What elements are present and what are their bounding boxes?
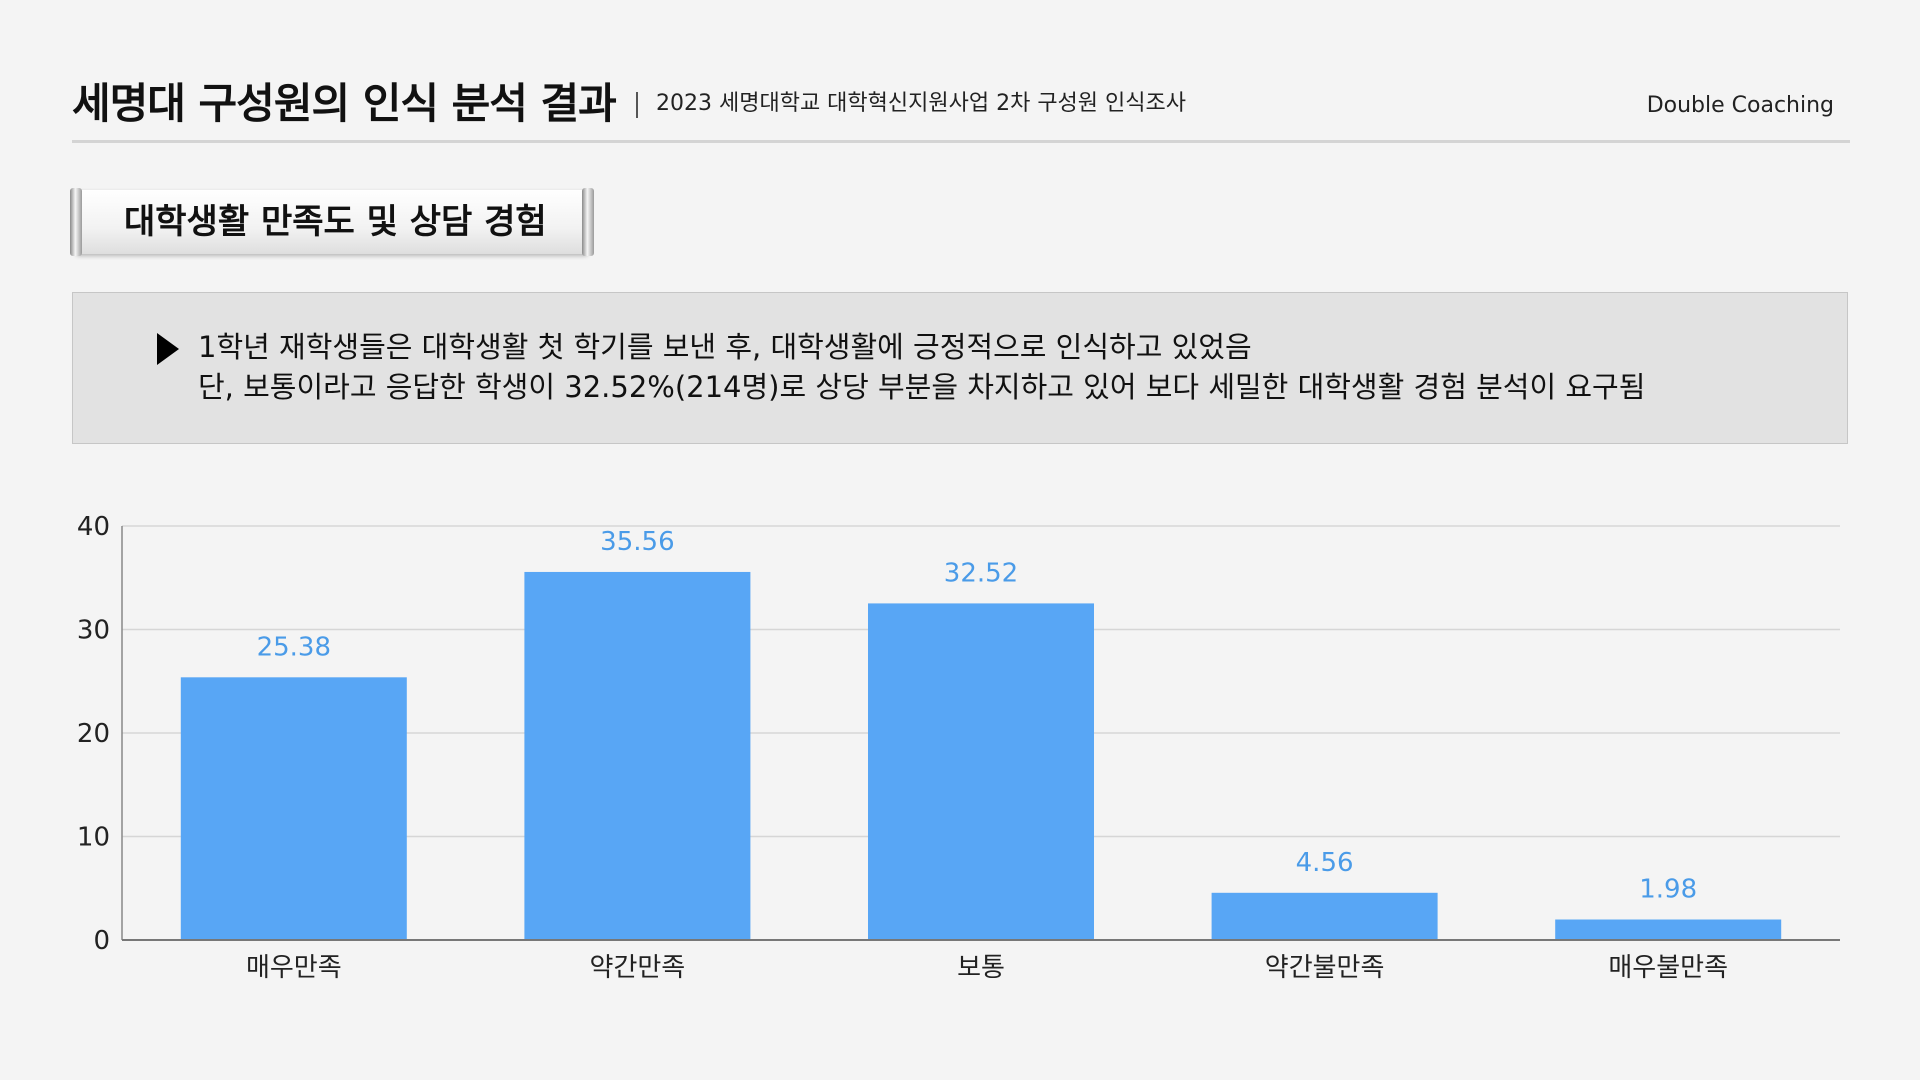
bar-value-label: 35.56 bbox=[600, 527, 674, 557]
title-separator bbox=[636, 92, 638, 118]
bar-chart: 0 10 20 30 40 25.38 35.56 32.52 4.56 1.98 매우만족 약간… bbox=[77, 512, 1840, 983]
summary-note-text: 1학년 재학생들은 대학생활 첫 학기를 보낸 후, 대학생활에 긍정적으로 인… bbox=[198, 327, 1645, 407]
page-title: 세명대 구성원의 인식 분석 결과 bbox=[72, 79, 617, 128]
y-tick-label: 20 bbox=[77, 719, 110, 749]
x-tick-label: 약간만족 bbox=[590, 953, 686, 983]
bar bbox=[180, 677, 407, 940]
bar bbox=[1211, 892, 1438, 940]
chart-bars bbox=[180, 571, 1782, 940]
bar-value-label: 32.52 bbox=[944, 558, 1018, 588]
bar-value-label: 1.98 bbox=[1639, 875, 1697, 905]
summary-note-box: 1학년 재학생들은 대학생활 첫 학기를 보낸 후, 대학생활에 긍정적으로 인… bbox=[72, 292, 1848, 444]
bar bbox=[868, 603, 1094, 940]
x-tick-label: 매우불만족 bbox=[1608, 953, 1728, 983]
y-axis-ticks: 0 10 20 30 40 bbox=[77, 512, 110, 956]
y-tick-label: 10 bbox=[77, 823, 110, 853]
y-tick-label: 30 bbox=[77, 616, 110, 646]
y-tick-label: 0 bbox=[93, 926, 110, 956]
slide-header: 세명대 구성원의 인식 분석 결과 2023 세명대학교 대학혁신지원사업 2차… bbox=[72, 78, 1850, 138]
x-axis-ticks: 매우만족 약간만족 보통 약간불만족 매우불만족 bbox=[246, 953, 1728, 983]
section-title-tab: 대학생활 만족도 및 상담 경험 bbox=[70, 188, 594, 256]
summary-note-line: 1학년 재학생들은 대학생활 첫 학기를 보낸 후, 대학생활에 긍정적으로 인… bbox=[198, 330, 1252, 364]
brand-label: Double Coaching bbox=[1646, 93, 1834, 118]
chart-value-labels: 25.38 35.56 32.52 4.56 1.98 bbox=[257, 527, 1698, 905]
summary-note-line: 단, 보통이라고 응답한 학생이 32.52%(214명)로 상당 부분을 차지… bbox=[198, 370, 1646, 404]
x-tick-label: 약간불만족 bbox=[1265, 953, 1385, 983]
page-subtitle: 2023 세명대학교 대학혁신지원사업 2차 구성원 인식조사 bbox=[656, 91, 1186, 116]
y-tick-label: 40 bbox=[77, 512, 110, 542]
section-title: 대학생활 만족도 및 상담 경험 bbox=[124, 202, 547, 242]
bar bbox=[1555, 919, 1782, 940]
bar-value-label: 25.38 bbox=[257, 632, 331, 662]
bar bbox=[524, 571, 751, 940]
x-tick-label: 매우만족 bbox=[246, 953, 342, 983]
header-divider bbox=[72, 140, 1850, 143]
triangle-bullet-icon bbox=[157, 333, 179, 365]
x-tick-label: 보통 bbox=[957, 953, 1005, 983]
bar-value-label: 4.56 bbox=[1296, 848, 1354, 878]
